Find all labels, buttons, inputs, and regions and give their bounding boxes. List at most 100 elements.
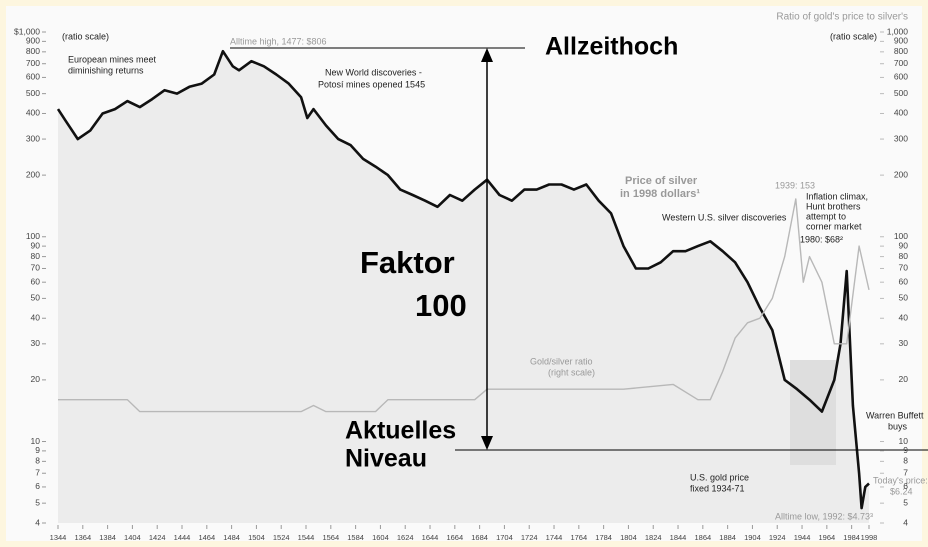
annotation: Western U.S. silver discoveries <box>662 212 787 222</box>
annotation: Niveau <box>345 445 427 473</box>
y2-tick-label: 80 <box>899 251 909 261</box>
y2-tick-label: 900 <box>894 36 908 46</box>
x-tick-label: 1924 <box>769 533 786 542</box>
annotation: Warren Buffett <box>866 410 924 420</box>
series-line <box>56 49 870 510</box>
x-tick-label: 1944 <box>794 533 811 542</box>
annotation: 1980: $68² <box>800 234 843 244</box>
annotation: Allzeithoch <box>545 33 678 61</box>
y2-tick-label: 1,000 <box>887 26 909 36</box>
y2-tick-label: 20 <box>899 374 909 384</box>
annotation: 1939: 153 <box>775 180 815 190</box>
annotation: Faktor <box>360 245 455 280</box>
y2-tick-label: 50 <box>899 293 909 303</box>
annotation: corner market <box>806 221 862 231</box>
y-tick-label: 8 <box>35 456 40 466</box>
x-tick-label: 1904 <box>744 533 761 542</box>
y-tick-label: 50 <box>31 293 41 303</box>
x-tick-label: 1624 <box>397 533 414 542</box>
x-tick-label: 1664 <box>446 533 463 542</box>
x-tick-label: 1544 <box>298 533 315 542</box>
x-tick-label: 1684 <box>471 533 488 542</box>
x-tick-label: 1644 <box>422 533 439 542</box>
x-tick-label: 1344 <box>50 533 67 542</box>
annotation: (right scale) <box>548 367 595 377</box>
y-tick-label: 900 <box>26 36 40 46</box>
x-tick-label: 1704 <box>496 533 513 542</box>
x-tick-label: 1404 <box>124 533 141 542</box>
annotation: Alltime low, 1992: $4.73³ <box>775 511 873 521</box>
y2-tick-label: 7 <box>903 467 908 477</box>
y2-tick-label: 10 <box>899 436 909 446</box>
x-tick-label: 1444 <box>174 533 191 542</box>
x-tick-label: 1424 <box>149 533 166 542</box>
x-tick-label: 1724 <box>521 533 538 542</box>
annotation: (ratio scale) <box>62 31 109 41</box>
y-tick-label: 60 <box>31 276 41 286</box>
y2-tick-label: 700 <box>894 58 908 68</box>
x-tick-label: 1784 <box>595 533 612 542</box>
annotation: Potosí mines opened 1545 <box>318 79 425 89</box>
series-line <box>58 198 870 413</box>
x-tick-label: 1884 <box>719 533 736 542</box>
annotation: diminishing returns <box>68 65 144 75</box>
x-tick-label: 1364 <box>74 533 91 542</box>
y2-tick-label: 9 <box>903 445 908 455</box>
y-tick-label: 9 <box>35 445 40 455</box>
y-tick-label: 30 <box>31 338 41 348</box>
y-tick-label: 300 <box>26 133 40 143</box>
annotation: New World discoveries - <box>325 67 422 77</box>
y2-tick-label: 5 <box>903 497 908 507</box>
x-tick-label: 1604 <box>372 533 389 542</box>
x-tick-label: 1384 <box>99 533 116 542</box>
annotation: U.S. gold price <box>690 472 749 482</box>
y2-tick-label: 60 <box>899 276 909 286</box>
x-tick-label: 1464 <box>198 533 215 542</box>
right-axis-title: Ratio of gold's price to silver's <box>776 12 908 23</box>
x-tick-label: 1484 <box>223 533 240 542</box>
x-tick-label: 1804 <box>620 533 637 542</box>
y2-tick-label: 6 <box>903 481 908 491</box>
y2-tick-label: 100 <box>894 231 908 241</box>
y-tick-label: 4 <box>35 517 40 527</box>
x-tick-label: 1504 <box>248 533 265 542</box>
y-tick-label: 70 <box>31 263 41 273</box>
x-tick-label: 1998 <box>861 533 878 542</box>
x-tick-label: 1564 <box>322 533 339 542</box>
annotation: Aktuelles <box>345 417 456 445</box>
annotation: Today's price: <box>873 475 928 485</box>
y-tick-label: 100 <box>26 231 40 241</box>
y-tick-label: $1,000 <box>14 26 40 36</box>
y2-tick-label: 200 <box>894 169 908 179</box>
y-tick-label: 80 <box>31 251 41 261</box>
annotation: buys <box>888 421 908 431</box>
annotation: Alltime high, 1477: $806 <box>230 36 327 46</box>
annotation: Hunt brothers <box>806 201 861 211</box>
y-tick-label: 400 <box>26 108 40 118</box>
annotation: (ratio scale) <box>830 31 877 41</box>
annotation: Price of silver <box>625 175 698 187</box>
x-tick-label: 1864 <box>694 533 711 542</box>
y-tick-label: 500 <box>26 88 40 98</box>
y2-tick-label: 300 <box>894 133 908 143</box>
y-tick-label: 5 <box>35 497 40 507</box>
y2-tick-label: 70 <box>899 263 909 273</box>
y-tick-label: 90 <box>31 240 41 250</box>
y-tick-label: 40 <box>31 312 41 322</box>
y2-tick-label: 90 <box>899 240 909 250</box>
fixed-price-box <box>790 360 836 465</box>
annotation: Gold/silver ratio <box>530 356 593 366</box>
annotation: Inflation climax, <box>806 191 868 201</box>
x-tick-label: 1584 <box>347 533 364 542</box>
area <box>58 51 869 523</box>
annotation: 100 <box>415 288 467 323</box>
y2-tick-label: 30 <box>899 338 909 348</box>
y-tick-label: 10 <box>31 436 41 446</box>
y2-tick-label: 4 <box>903 517 908 527</box>
annotation: attempt to <box>806 211 846 221</box>
x-tick-label: 1984 <box>843 533 860 542</box>
y2-tick-label: 8 <box>903 456 908 466</box>
underlay <box>58 51 869 523</box>
x-tick-label: 1844 <box>670 533 687 542</box>
